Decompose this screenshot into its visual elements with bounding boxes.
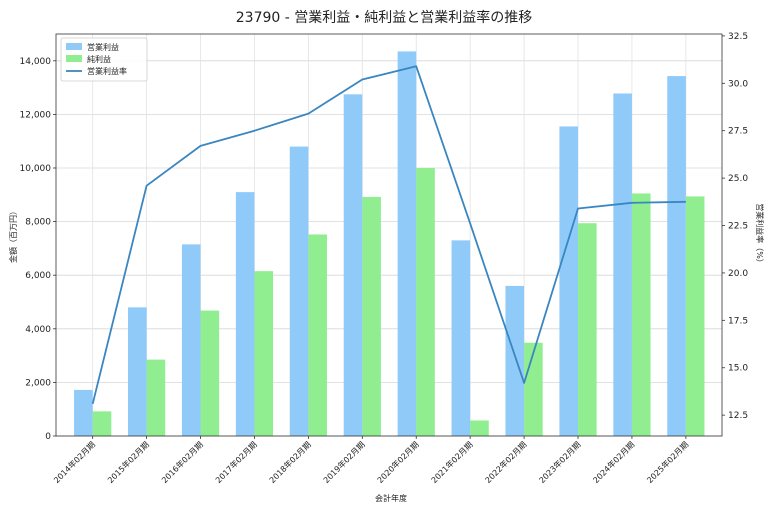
net-profit-bar [200, 310, 220, 436]
y2-axis-label: 営業利益率（%） [755, 203, 765, 267]
y-tick-label: 2,000 [25, 378, 51, 388]
net-profit-bar [308, 234, 327, 436]
y-tick-label: 4,000 [25, 325, 51, 335]
operating-profit-bar [235, 192, 255, 436]
y-tick-label: 6,000 [25, 271, 51, 281]
bars [74, 51, 705, 437]
x-tick-label: 2015年02月期 [105, 439, 151, 485]
legend-label: 純利益 [87, 54, 111, 64]
operating-profit-bar [74, 389, 93, 436]
net-profit-bar [362, 196, 381, 436]
y2-tick-label: 12.5 [728, 411, 748, 421]
net-profit-bar [685, 196, 705, 436]
x-tick-label: 2022年02月期 [483, 439, 529, 485]
net-profit-bar [92, 411, 112, 436]
y-tick-label: 0 [45, 432, 51, 442]
operating-profit-bar [127, 307, 147, 436]
y2-tick-label: 20.0 [728, 269, 748, 279]
y2-tick-label: 17.5 [728, 316, 748, 326]
y2-tick-label: 22.5 [728, 222, 748, 232]
x-tick-label: 2024年02月期 [591, 439, 637, 485]
net-profit-bar [578, 223, 597, 436]
x-axis-label: 会計年度 [375, 493, 407, 503]
net-profit-bar [416, 168, 435, 436]
legend-swatch [66, 55, 82, 62]
x-tick-label: 2018年02月期 [267, 439, 313, 485]
net-profit-bar [631, 193, 651, 436]
operating-profit-bar [613, 93, 632, 436]
x-tick-label: 2017年02月期 [213, 439, 259, 485]
net-profit-bar [254, 271, 274, 436]
y-tick-label: 8,000 [25, 218, 51, 228]
legend-label: 営業利益率 [87, 66, 127, 76]
operating-profit-bar [289, 146, 309, 436]
operating-profit-bar [667, 76, 686, 437]
operating-profit-bar [343, 94, 363, 437]
operating-profit-bar [559, 126, 579, 437]
operating-profit-bar [181, 244, 201, 436]
y2-tick-label: 27.5 [728, 127, 748, 137]
x-tick-label: 2021年02月期 [429, 439, 475, 485]
net-profit-bar [470, 420, 489, 436]
x-tick-label: 2019年02月期 [321, 439, 367, 485]
ratio-line-layer [91, 65, 686, 405]
net-profit-bar [146, 359, 166, 436]
plot-frame [55, 33, 723, 437]
operating-profit-bar [397, 51, 417, 437]
legend-box [60, 37, 148, 82]
y-axis-label: 金額（百万円） [8, 207, 18, 263]
operating-profit-bar [505, 285, 525, 436]
x-tick-label: 2014年02月期 [51, 439, 97, 485]
legend-swatch [66, 43, 82, 50]
operating-margin-line [91, 65, 686, 405]
y2-tick-label: 15.0 [728, 364, 748, 374]
y-tick-label: 10,000 [20, 164, 52, 174]
y2-tick-label: 32.5 [728, 32, 748, 42]
net-profit-bar [524, 342, 543, 436]
x-tick-label: 2016年02月期 [159, 439, 205, 485]
y-tick-label: 12,000 [20, 110, 52, 120]
y2-tick-label: 30.0 [728, 79, 748, 89]
x-tick-label: 2020年02月期 [375, 439, 421, 485]
y-tick-label: 14,000 [20, 57, 52, 67]
y2-tick-label: 25.0 [728, 174, 748, 184]
x-tick-label: 2025年02月期 [645, 439, 691, 485]
operating-profit-bar [451, 240, 471, 436]
legend-label: 営業利益 [87, 42, 119, 52]
x-tick-label: 2023年02月期 [537, 439, 583, 485]
chart-title: 23790 - 営業利益・純利益と営業利益率の推移 [236, 9, 533, 26]
